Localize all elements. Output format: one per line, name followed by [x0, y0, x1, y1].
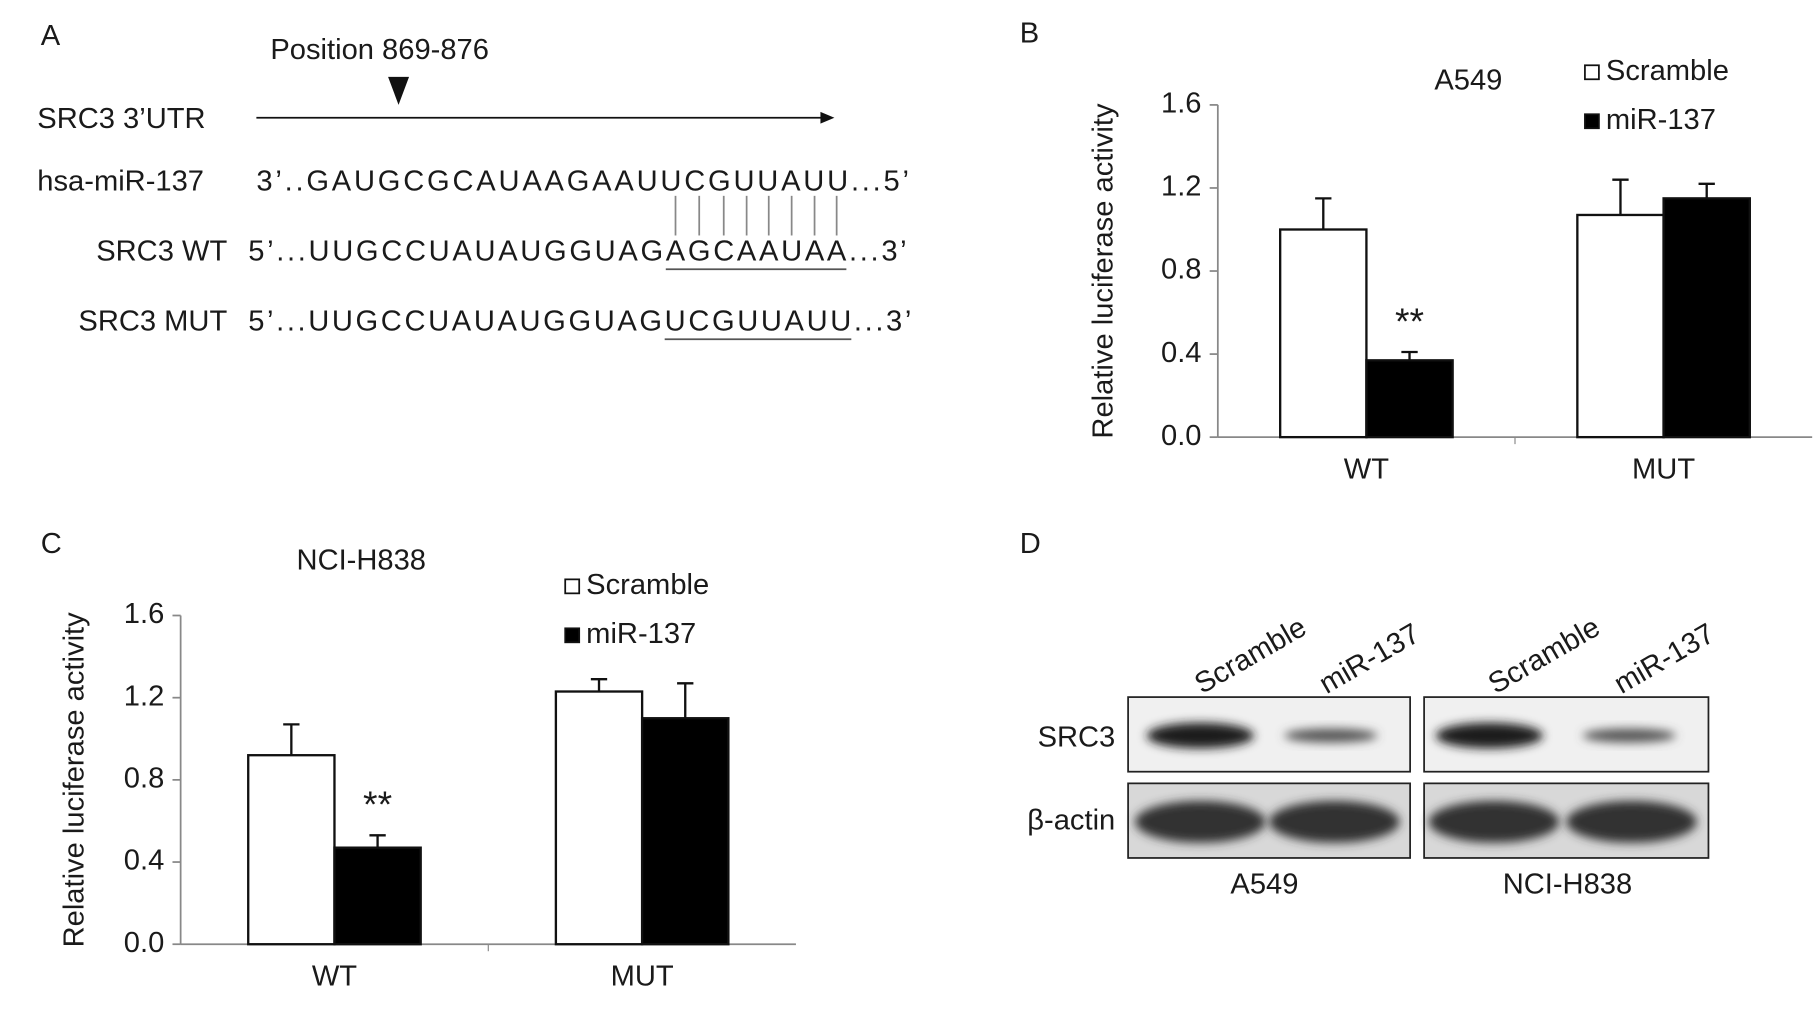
significance: ** [363, 783, 392, 825]
sequence: 5’...UUGCCUAUAUGGUAGUCGUUAUU...3’ [248, 306, 911, 338]
y-tick-label: 0.8 [1161, 254, 1201, 286]
band [1146, 722, 1254, 749]
legend-label: miR-137 [1606, 104, 1716, 136]
row-label: hsa-miR-137 [37, 166, 204, 198]
arrow-head [820, 111, 835, 124]
legend-swatch [564, 627, 581, 644]
y-tick-label: 1.2 [124, 680, 164, 712]
bar [1365, 359, 1454, 439]
y-tick-label: 0.0 [124, 927, 164, 959]
y-tick-label: 0.4 [124, 845, 164, 877]
y-tick-label: 0.8 [124, 763, 164, 795]
blot [1127, 696, 1710, 859]
band [1269, 800, 1400, 843]
panel-letter: A [41, 20, 61, 52]
band [1284, 728, 1378, 743]
panel-letter: B [1020, 18, 1039, 50]
band [1135, 800, 1266, 843]
sequence: 3’..GAUGCGCAUAAGAAUUCGUUAUU...5’ [256, 166, 909, 198]
legend-swatch [1584, 64, 1600, 81]
bar [1279, 228, 1368, 439]
chart-title: A549 [1434, 64, 1502, 96]
y-axis-label: Relative luciferase activity [58, 612, 90, 948]
sequence: 5’...UUGCCUAUAUGGUAGAGCAAUAA...3’ [248, 236, 906, 268]
lane-label: miR-137 [1314, 618, 1425, 701]
legend-swatch [564, 578, 581, 595]
lane-label: miR-137 [1609, 618, 1720, 701]
y-tick-label: 1.6 [1161, 88, 1201, 120]
x-tick-label: MUT [1632, 454, 1695, 486]
significance: ** [1395, 300, 1424, 342]
bar [554, 690, 644, 946]
y-tick-label: 0.4 [1161, 337, 1201, 369]
x-tick-label: WT [312, 961, 357, 993]
legend-swatch [1584, 113, 1600, 130]
chart-title: NCI-H838 [297, 545, 426, 577]
position-label: Position 869-876 [270, 34, 489, 66]
row-label: SRC3 WT [96, 236, 227, 268]
row-label: SRC3 3’UTR [37, 103, 205, 135]
x-tick-label: WT [1344, 454, 1389, 486]
panel-letter: D [1020, 528, 1041, 560]
x-tick-label: MUT [611, 961, 674, 993]
bar [640, 717, 730, 946]
band [1428, 800, 1560, 843]
bar [1662, 197, 1751, 439]
bar [1576, 213, 1665, 439]
y-tick-label: 1.2 [1161, 171, 1201, 203]
legend-label: Scramble [586, 569, 709, 601]
row-label: SRC3 MUT [78, 306, 227, 338]
bar [333, 846, 422, 946]
pairing [664, 195, 852, 341]
band [1566, 800, 1697, 843]
y-tick-label: 1.6 [124, 598, 164, 630]
cell-line-label: A549 [1230, 869, 1298, 901]
band [1582, 728, 1676, 743]
y-axis-label: Relative luciferase activity [1087, 103, 1119, 439]
protein-label: SRC3 [1038, 722, 1116, 754]
cell-line-label: NCI-H838 [1503, 869, 1632, 901]
y-tick-label: 0.0 [1161, 420, 1201, 452]
legend-label: Scramble [1606, 55, 1729, 87]
bar [247, 754, 336, 946]
protein-label: β-actin [1027, 805, 1115, 837]
lane-label: Scramble [1189, 611, 1312, 700]
legend-label: miR-137 [586, 618, 696, 650]
band [1435, 722, 1543, 749]
panel-letter: C [41, 528, 62, 560]
lane-label: Scramble [1483, 611, 1606, 700]
position-marker [388, 76, 410, 105]
